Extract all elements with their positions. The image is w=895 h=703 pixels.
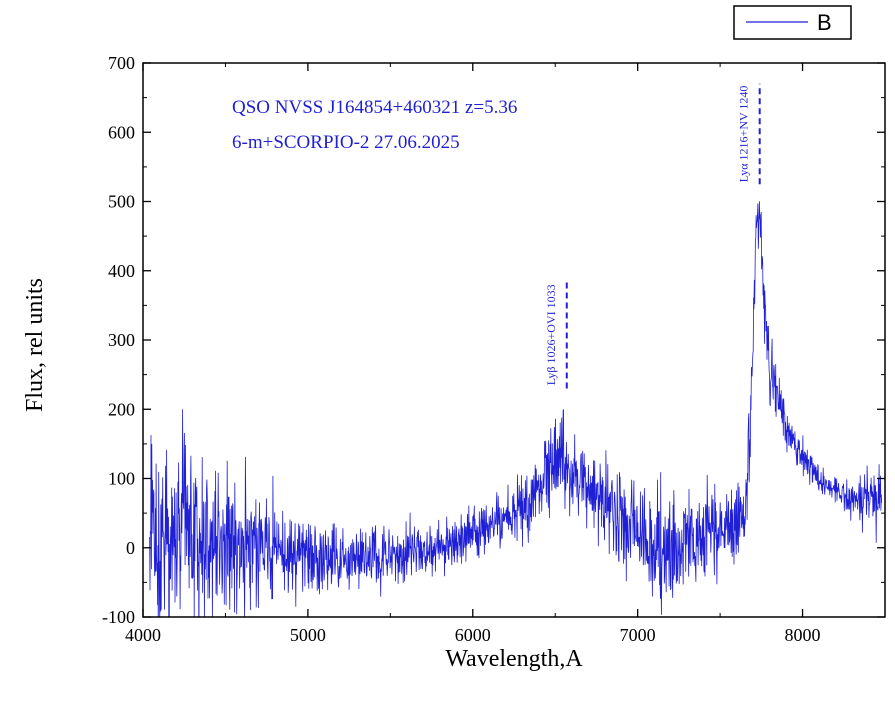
x-tick-label: 7000 bbox=[620, 625, 656, 645]
x-tick-label: 4000 bbox=[125, 625, 161, 645]
y-tick-label: 400 bbox=[108, 261, 135, 281]
y-tick-label: 200 bbox=[108, 399, 135, 419]
line-label-0: Lyβ 1026+OVI 1033 bbox=[544, 284, 558, 385]
x-tick-label: 6000 bbox=[455, 625, 491, 645]
annotation-object: QSO NVSS J164854+460321 z=5.36 bbox=[232, 97, 517, 118]
labels: Wavelength,A Flux, rel units QSO NVSS J1… bbox=[22, 97, 583, 672]
axes: 4000 5000 6000 7000 8000 -100 0 100 200 300 400 500… bbox=[102, 53, 886, 645]
y-tick-label: 0 bbox=[126, 538, 135, 558]
y-axis-title: Flux, rel units bbox=[22, 278, 48, 412]
x-tick-label: 8000 bbox=[785, 625, 821, 645]
legend-label-b: B bbox=[817, 10, 832, 35]
x-tick-label: 5000 bbox=[290, 625, 326, 645]
y-tick-label: 700 bbox=[108, 53, 135, 73]
y-tick-label: 600 bbox=[108, 122, 135, 142]
y-tick-label: 300 bbox=[108, 330, 135, 350]
legend: B bbox=[733, 5, 852, 40]
line-label-1: Lyα 1216+NV 1240 bbox=[737, 86, 751, 183]
y-tick-label: -100 bbox=[102, 607, 135, 627]
y-tick-label: 100 bbox=[108, 469, 135, 489]
x-axis-title: Wavelength,A bbox=[445, 646, 583, 672]
plot-area: Lyβ 1026+OVI 1033 Lyα 1216+NV 1240 bbox=[149, 83, 882, 617]
y-tick-label: 500 bbox=[108, 192, 135, 212]
annotation-instrument: 6-m+SCORPIO-2 27.06.2025 bbox=[232, 132, 460, 153]
series-line-b bbox=[149, 201, 882, 617]
